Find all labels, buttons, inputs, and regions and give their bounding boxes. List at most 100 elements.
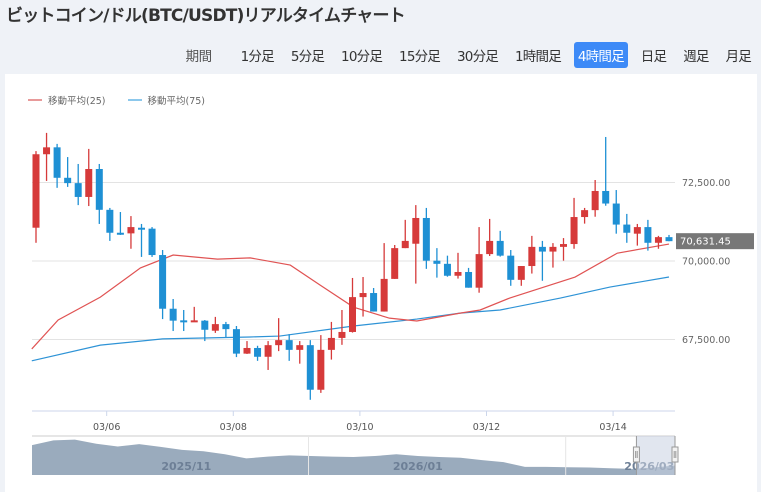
candle-up (127, 227, 135, 234)
candle-down (496, 240, 504, 256)
candle-up (401, 240, 409, 249)
period-1min[interactable]: 1分足 (240, 49, 275, 65)
candle-down (95, 168, 103, 210)
candle-up (43, 147, 51, 155)
navigator-handle-right[interactable] (671, 446, 679, 463)
candle-down (106, 209, 114, 233)
period-daily[interactable]: 日足 (640, 49, 667, 65)
legend-ma25-swatch (28, 99, 42, 101)
ma25-line (31, 243, 670, 350)
candle-up (296, 345, 304, 350)
candle-up (349, 297, 356, 332)
candle-down (148, 228, 156, 256)
candle-up (591, 190, 599, 211)
candle-down (222, 324, 230, 330)
candle-up (338, 331, 346, 338)
candle-up (317, 349, 325, 390)
candle-up (454, 271, 462, 276)
period-5min[interactable]: 5分足 (290, 49, 325, 65)
period-15min[interactable]: 15分足 (399, 49, 441, 65)
candle-down (159, 255, 167, 309)
navigator-handle-left[interactable] (632, 446, 640, 463)
legend-ma75[interactable]: 移動平均(75) (127, 93, 206, 107)
legend-ma25-label: 移動平均(25) (48, 96, 106, 107)
candle-down (665, 237, 673, 242)
y-tick-label: 70,000.00 (682, 257, 730, 268)
candle-up (517, 266, 525, 280)
y-tick-label: 72,500.00 (682, 178, 730, 189)
y-tick-label: 67,500.00 (682, 335, 730, 346)
x-tick-label: 03/10 (346, 422, 373, 433)
period-10min[interactable]: 10分足 (341, 49, 383, 65)
navigator-area (32, 439, 675, 475)
navigator-date-label: 2026/01 (393, 460, 443, 473)
candle-down (254, 347, 262, 357)
candle-up (243, 347, 251, 354)
period-1hour[interactable]: 1時間足 (515, 49, 562, 65)
candle-up (475, 254, 483, 288)
ma75-line (31, 276, 670, 362)
navigator-selection (636, 436, 675, 475)
candle-up (412, 217, 420, 244)
candle-down (74, 183, 82, 197)
x-tick-label: 03/06 (93, 422, 120, 433)
x-tick-label: 03/08 (220, 422, 247, 433)
page-title: ビットコイン/ドル(BTC/USDT)リアルタイムチャート (6, 6, 406, 26)
last-price-label: 70,631.45 (680, 237, 731, 248)
legend-ma75-label: 移動平均(75) (147, 96, 206, 107)
legend-ma25[interactable]: 移動平均(25) (28, 93, 106, 107)
candle-down (232, 329, 240, 354)
candle-up (359, 293, 367, 298)
candle-down (169, 308, 177, 321)
x-tick-label: 03/12 (473, 422, 500, 433)
period-30min[interactable]: 30分足 (457, 49, 499, 65)
candle-down (602, 190, 610, 204)
candle-up (654, 237, 662, 243)
candle-down (422, 217, 430, 261)
legend-ma75-swatch (127, 99, 142, 101)
candle-up (190, 320, 198, 323)
candle-up (264, 345, 272, 357)
candle-up (560, 244, 567, 247)
candle-down (538, 246, 546, 252)
candle-down (53, 147, 61, 178)
period-monthly[interactable]: 月足 (725, 49, 752, 65)
candle-down (623, 224, 631, 233)
x-tick-label: 03/14 (599, 422, 626, 433)
candle-up (32, 154, 40, 228)
candle-up (570, 217, 578, 245)
period-weekly[interactable]: 週足 (683, 49, 709, 65)
period-label: 期間 (185, 49, 213, 65)
candle-down (285, 340, 293, 350)
candle-down (443, 263, 451, 276)
period-selector: 期間 1分足 5分足 10分足 15分足 30分足 1時間足 4時間足 日足 週… (186, 42, 755, 68)
candle-down (138, 227, 145, 230)
candle-down (612, 203, 620, 225)
candle-down (433, 260, 441, 264)
candle-down (180, 320, 188, 323)
candle-down (370, 293, 378, 312)
candle-down (644, 227, 652, 243)
candle-up (549, 246, 557, 252)
candle-up (581, 210, 589, 218)
candle-down (507, 255, 515, 280)
candle-down (306, 345, 314, 390)
candle-up (391, 248, 399, 279)
period-4hour[interactable]: 4時間足 (573, 42, 628, 68)
candle-down (465, 271, 473, 288)
navigator-date-label: 2025/11 (161, 460, 211, 473)
candle-down (201, 320, 209, 330)
candle-up (486, 240, 494, 255)
candle-up (85, 168, 93, 197)
candle-down (64, 177, 72, 184)
candle-up (327, 337, 335, 350)
candle-up (380, 278, 388, 312)
chart-legend: 移動平均(25) 移動平均(75) (28, 93, 205, 107)
candle-up (528, 246, 536, 267)
candle-up (211, 324, 219, 331)
last-price-badge (676, 233, 754, 250)
candle-down (116, 232, 124, 235)
candle-up (275, 340, 283, 346)
candle-up (633, 227, 641, 234)
